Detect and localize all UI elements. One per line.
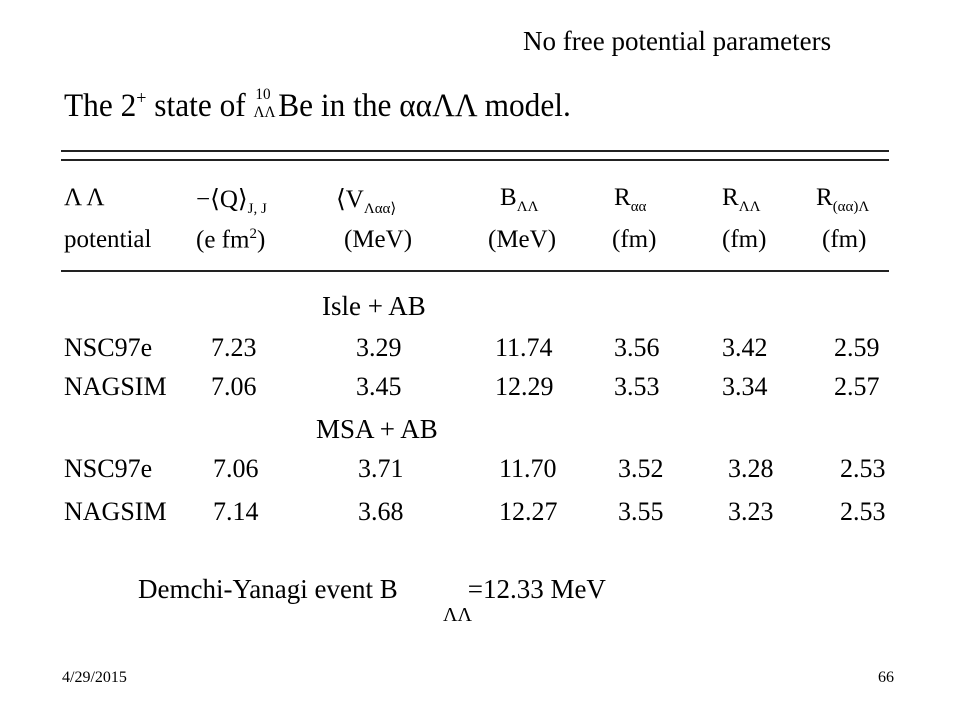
table-header-rule bbox=[61, 270, 889, 272]
caption-mid: state of bbox=[146, 88, 254, 124]
header-potential-energy-unit: (MeV) bbox=[344, 226, 413, 253]
table-cell: 3.23 bbox=[728, 497, 774, 526]
table-cell: 3.52 bbox=[618, 454, 664, 483]
table-cell: 2.57 bbox=[834, 372, 880, 401]
header-potential-energy-sub: Λαα⟩ bbox=[363, 201, 397, 217]
header-binding: BΛΛ bbox=[500, 184, 538, 216]
table-cell: 2.53 bbox=[840, 454, 886, 483]
table-cell: 7.06 bbox=[213, 454, 259, 483]
slide-heading: No free potential parameters bbox=[523, 26, 832, 56]
header-r-ll-unit: (fm) bbox=[722, 226, 767, 253]
table-cell: 3.68 bbox=[358, 497, 404, 526]
group-label: Isle + AB bbox=[322, 291, 426, 321]
table-top-rule-2 bbox=[61, 159, 889, 161]
table-cell: 3.29 bbox=[356, 333, 402, 362]
table-cell: 3.53 bbox=[614, 372, 660, 401]
table-cell: 12.29 bbox=[495, 372, 554, 401]
group-label: MSA + AB bbox=[316, 414, 438, 444]
header-quadrupole-text: −⟨Q⟩ bbox=[196, 186, 248, 213]
table-cell: 7.23 bbox=[211, 333, 257, 362]
table-top-rule bbox=[61, 150, 889, 152]
event-value: =12.33 MeV bbox=[467, 574, 606, 604]
header-quadrupole-sub: J, J bbox=[247, 201, 267, 217]
header-r-aa-unit: (fm) bbox=[612, 226, 657, 253]
header-r-aal-unit: (fm) bbox=[822, 226, 867, 253]
table-cell: NAGSIM bbox=[64, 372, 167, 401]
header-r-aal-sub: (αα)Λ bbox=[832, 199, 870, 215]
table-cell: 3.34 bbox=[722, 372, 768, 401]
header-potential-energy-text: ⟨V bbox=[336, 186, 364, 213]
header-quadrupole-unit-close: ) bbox=[256, 226, 266, 254]
table-cell: 11.70 bbox=[499, 454, 557, 483]
header-binding-sub: ΛΛ bbox=[516, 199, 539, 215]
header-r-ll-sub: ΛΛ bbox=[738, 199, 761, 215]
header-r-aal: R(αα)Λ bbox=[816, 184, 869, 216]
footer-page-number: 66 bbox=[878, 669, 894, 686]
table-cell: 11.74 bbox=[495, 333, 553, 362]
event-text: Demchi-Yanagi event B bbox=[138, 574, 398, 604]
table-cell: 2.53 bbox=[840, 497, 886, 526]
event-note: Demchi-Yanagi event B ΛΛ =12.33 MeV bbox=[138, 574, 606, 626]
caption-suffix: in the ααΛΛ model. bbox=[313, 88, 571, 124]
table-cell: 3.56 bbox=[614, 333, 660, 362]
isotope-notation: 10 ΛΛ bbox=[254, 86, 279, 126]
table-cell: 7.14 bbox=[213, 497, 259, 526]
caption-superscript: + bbox=[136, 88, 147, 109]
isotope-symbol: Be bbox=[278, 88, 314, 124]
table-cell: 3.55 bbox=[618, 497, 664, 526]
table-cell: 12.27 bbox=[499, 497, 558, 526]
header-r-ll: RΛΛ bbox=[722, 184, 760, 216]
header-quadrupole: −⟨Q⟩J, J bbox=[196, 184, 267, 218]
header-potential-label: Λ Λ bbox=[64, 184, 105, 211]
caption-prefix: The 2 bbox=[64, 88, 137, 124]
isotope-mass: 10 bbox=[255, 86, 271, 103]
table-cell: 3.45 bbox=[356, 372, 402, 401]
table-cell: NAGSIM bbox=[64, 497, 167, 526]
table-cell: 2.59 bbox=[834, 333, 880, 362]
header-binding-text: B bbox=[500, 184, 517, 211]
header-r-aa-text: R bbox=[614, 184, 631, 211]
header-quadrupole-unit: (e fm2) bbox=[196, 226, 265, 254]
header-r-aal-text: R bbox=[816, 184, 833, 211]
header-r-aa-sub: αα bbox=[630, 199, 647, 215]
header-quadrupole-unit-sup: 2 bbox=[249, 226, 257, 242]
table-cell: 3.28 bbox=[728, 454, 774, 483]
table-cell: 7.06 bbox=[211, 372, 257, 401]
table-cell: NSC97e bbox=[64, 333, 153, 362]
table-cell: 3.42 bbox=[722, 333, 768, 362]
header-quadrupole-unit-text: (e fm bbox=[196, 226, 250, 254]
event-subscript: ΛΛ bbox=[443, 604, 473, 626]
header-r-ll-text: R bbox=[722, 184, 739, 211]
header-potential-unit: potential bbox=[64, 226, 152, 253]
header-binding-unit: (MeV) bbox=[488, 226, 557, 253]
header-potential-energy: ⟨VΛαα⟩ bbox=[336, 184, 396, 218]
isotope-subscript: ΛΛ bbox=[253, 104, 276, 121]
header-r-aa: Rαα bbox=[614, 184, 646, 216]
table-cell: NSC97e bbox=[64, 454, 153, 483]
footer-date: 4/29/2015 bbox=[62, 669, 127, 686]
table-cell: 3.71 bbox=[358, 454, 404, 483]
table-caption: The 2+ state of 10 ΛΛ Be in the ααΛΛ model… bbox=[64, 86, 571, 126]
